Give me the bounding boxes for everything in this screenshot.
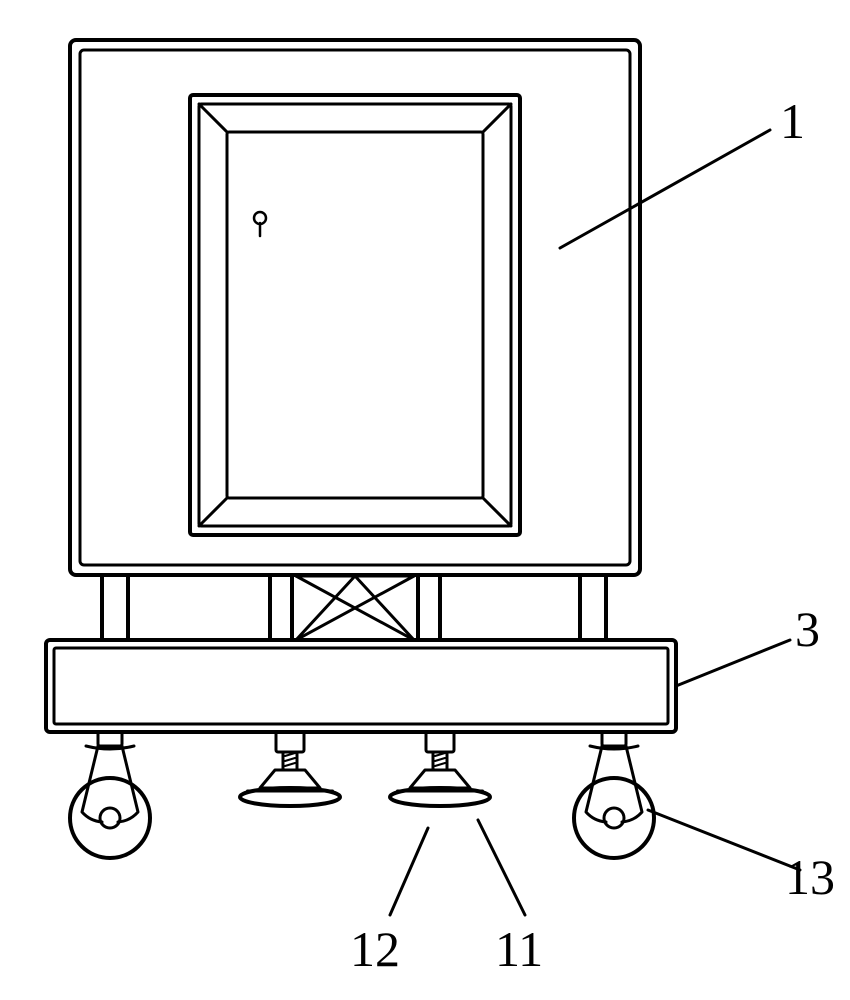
callout-label-13: 13	[785, 848, 835, 906]
callout-label-1: 1	[780, 92, 805, 150]
callout-label-3: 3	[795, 600, 820, 658]
diagram-svg	[0, 0, 850, 1000]
diagram-stage: 1 3 13 11 12	[0, 0, 850, 1000]
callout-label-11: 11	[495, 920, 543, 978]
callout-label-12: 12	[350, 920, 400, 978]
